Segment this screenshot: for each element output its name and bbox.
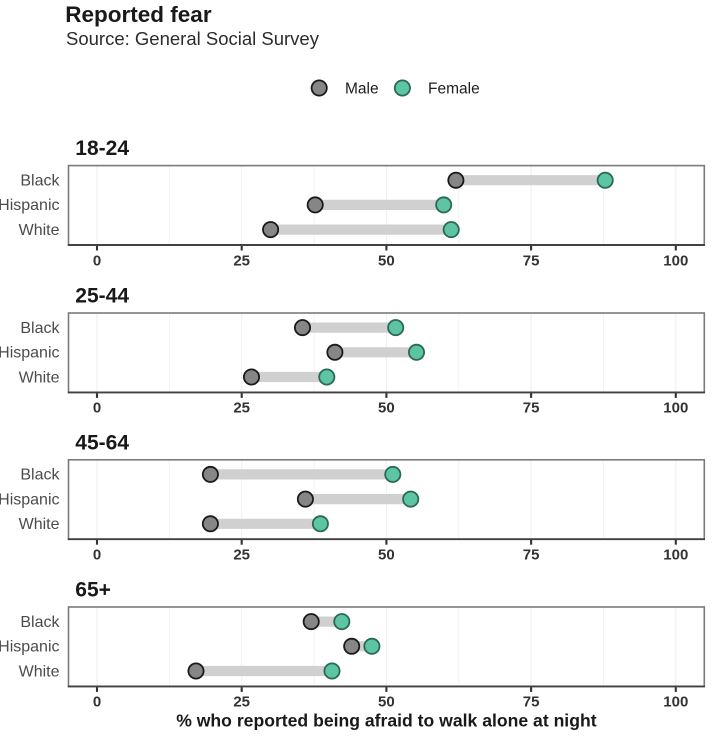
svg-text:50: 50 (378, 694, 395, 711)
svg-text:75: 75 (523, 694, 540, 711)
svg-text:18-24: 18-24 (75, 137, 129, 160)
svg-text:75: 75 (523, 400, 540, 417)
svg-text:75: 75 (523, 547, 540, 564)
svg-text:25-44: 25-44 (75, 285, 129, 308)
svg-text:100: 100 (663, 694, 688, 711)
svg-text:White: White (19, 369, 60, 386)
svg-text:75: 75 (523, 252, 540, 269)
svg-text:White: White (19, 222, 60, 239)
svg-text:Black: Black (20, 320, 60, 337)
svg-text:Black: Black (20, 614, 60, 631)
svg-text:25: 25 (233, 400, 250, 417)
svg-text:White: White (19, 663, 60, 680)
svg-text:100: 100 (663, 400, 688, 417)
svg-text:50: 50 (378, 252, 395, 269)
svg-text:25: 25 (233, 252, 250, 269)
svg-text:Hispanic: Hispanic (0, 491, 60, 508)
svg-text:0: 0 (93, 547, 101, 564)
svg-text:Male: Male (345, 81, 379, 98)
svg-text:White: White (19, 516, 60, 533)
svg-text:25: 25 (233, 547, 250, 564)
svg-text:Black: Black (20, 173, 60, 190)
svg-text:50: 50 (378, 400, 395, 417)
svg-text:Female: Female (428, 81, 480, 98)
svg-text:Black: Black (20, 467, 60, 484)
svg-text:Source: General Social Survey: Source: General Social Survey (66, 28, 320, 49)
svg-text:% who reported being afraid to: % who reported being afraid to walk alon… (176, 711, 596, 731)
svg-text:100: 100 (663, 547, 688, 564)
svg-text:45-64: 45-64 (75, 431, 129, 454)
svg-text:0: 0 (93, 252, 101, 269)
svg-text:Hispanic: Hispanic (0, 197, 60, 214)
svg-text:Reported fear: Reported fear (65, 2, 212, 27)
svg-text:50: 50 (378, 547, 395, 564)
svg-text:0: 0 (93, 400, 101, 417)
svg-text:Hispanic: Hispanic (0, 345, 60, 362)
svg-text:100: 100 (663, 252, 688, 269)
svg-text:0: 0 (93, 694, 101, 711)
svg-text:Hispanic: Hispanic (0, 639, 60, 656)
svg-text:65+: 65+ (75, 579, 111, 602)
svg-text:25: 25 (233, 694, 250, 711)
